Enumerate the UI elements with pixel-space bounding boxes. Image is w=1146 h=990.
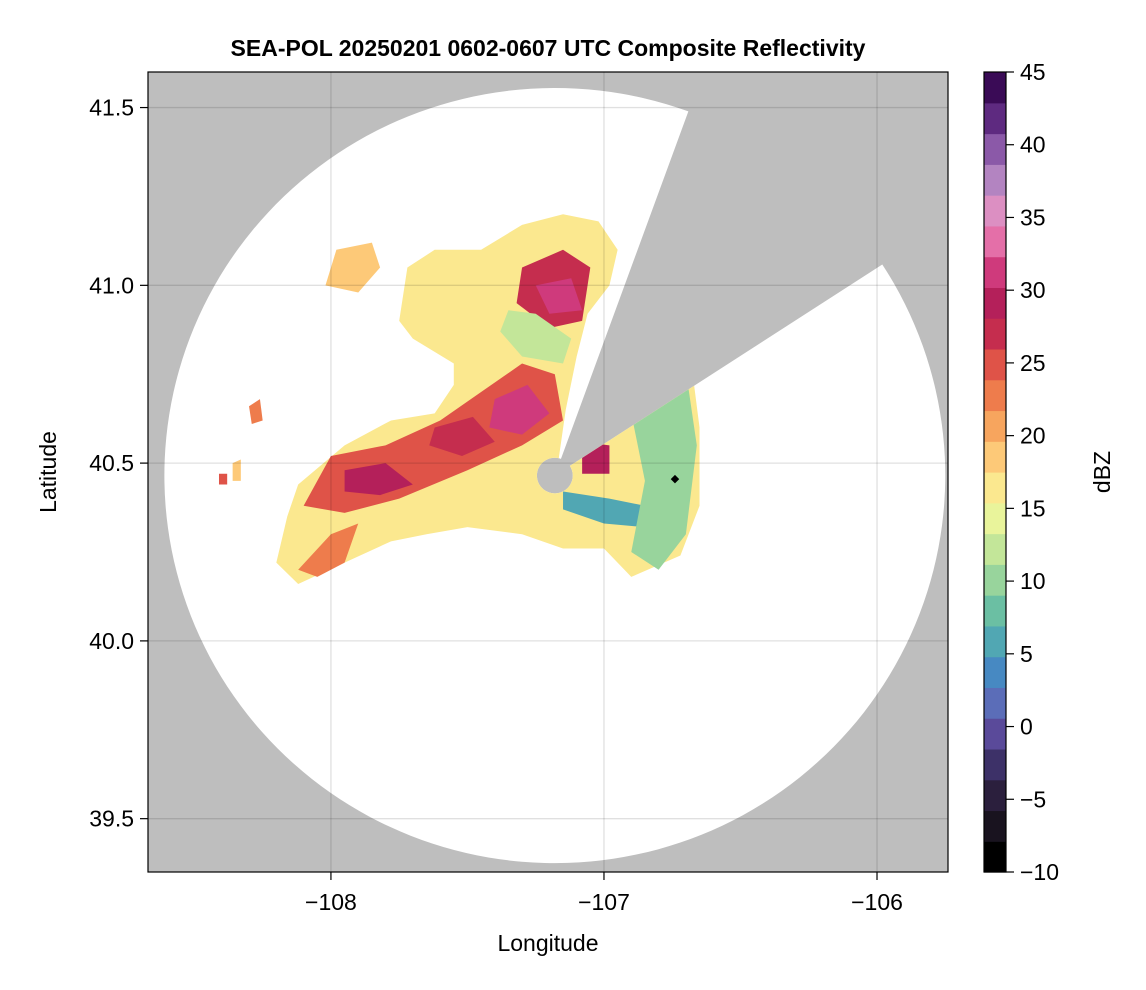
x-axis: −108 −107 −106 <box>305 872 903 915</box>
colorbar-tick-label: −5 <box>1020 786 1046 812</box>
colorbar-label: dBZ <box>1089 451 1115 493</box>
colorbar-segment <box>984 410 1006 442</box>
colorbar-frame <box>983 71 1007 873</box>
core-3 <box>429 416 495 456</box>
core-2 <box>489 384 550 435</box>
colorbar-segment <box>984 72 1006 104</box>
lake-echo <box>500 310 572 364</box>
colorbar-segment <box>984 379 1006 412</box>
colorbar-tick-label: 10 <box>1020 568 1046 594</box>
grid-lines <box>148 72 948 872</box>
colorbar-segment <box>984 195 1006 227</box>
colorbar-segment <box>984 564 1006 596</box>
x-axis-label: Longitude <box>497 930 598 956</box>
scatter-3 <box>232 459 241 481</box>
colorbar-segment <box>984 718 1006 750</box>
colorbar-tick-label: 5 <box>1020 641 1033 667</box>
colorbar-segment <box>984 164 1006 196</box>
chart-title: SEA-POL 20250201 0602-0607 UTC Composite… <box>231 35 866 61</box>
colorbar-segment <box>984 348 1006 381</box>
colorbar-tick-label: 30 <box>1020 277 1046 303</box>
colorbar-segment <box>984 595 1006 627</box>
colorbar-segment <box>984 841 1006 873</box>
y-axis-label: Latitude <box>35 431 61 513</box>
colorbar-segment <box>984 687 1006 719</box>
colorbar-segment <box>984 441 1006 473</box>
site-marker <box>670 474 680 484</box>
reflectivity-echoes <box>218 214 700 584</box>
y-tick-label: 40.0 <box>89 628 134 654</box>
y-tick-label: 41.5 <box>89 95 134 121</box>
colorbar-tick-label: 15 <box>1020 495 1046 521</box>
colorbar-segment <box>984 133 1006 165</box>
colorbar-tick-label: 0 <box>1020 714 1033 740</box>
colorbar-segment <box>984 318 1006 350</box>
scatter-2 <box>218 473 228 485</box>
y-axis: 39.5 40.0 40.5 41.0 41.5 <box>89 95 148 832</box>
y-tick-label: 40.5 <box>89 450 134 476</box>
plot-frame <box>147 71 949 873</box>
colorbar: −10 −5 0 5 10 15 20 25 30 35 40 45 <box>983 59 1059 885</box>
colorbar-segment <box>984 256 1006 288</box>
colorbar-segment <box>984 748 1006 781</box>
x-tick-label: −108 <box>305 889 357 915</box>
x-tick-label: −107 <box>578 889 630 915</box>
y-tick-label: 39.5 <box>89 806 134 832</box>
core-1 <box>344 463 413 496</box>
east-area <box>631 370 697 570</box>
colorbar-segment <box>984 779 1006 812</box>
colorbar-segment <box>984 502 1006 535</box>
core-4 <box>535 278 583 314</box>
colorbar-segment <box>984 472 1006 504</box>
colorbar-segment <box>984 810 1006 842</box>
colorbar-tick-label: 45 <box>1020 59 1046 85</box>
y-tick-label: 41.0 <box>89 272 134 298</box>
colorbar-segment <box>984 656 1006 688</box>
colorbar-tick-label: −10 <box>1020 859 1059 885</box>
colorbar-tick-label: 20 <box>1020 423 1046 449</box>
x-tick-label: −106 <box>851 889 903 915</box>
colorbar-segment <box>984 225 1006 258</box>
colorbar-tick-label: 25 <box>1020 350 1046 376</box>
colorbar-tick-label: 35 <box>1020 204 1046 230</box>
northwest-cell <box>325 242 381 293</box>
colorbar-segment <box>984 287 1006 319</box>
colorbar-tick-label: 40 <box>1020 132 1046 158</box>
colorbar-segment <box>984 625 1006 658</box>
colorbar-segment <box>984 533 1006 565</box>
colorbar-segment <box>984 102 1006 135</box>
southwest-cell <box>298 523 359 577</box>
scatter-1 <box>249 399 263 424</box>
plot-area <box>148 72 948 872</box>
